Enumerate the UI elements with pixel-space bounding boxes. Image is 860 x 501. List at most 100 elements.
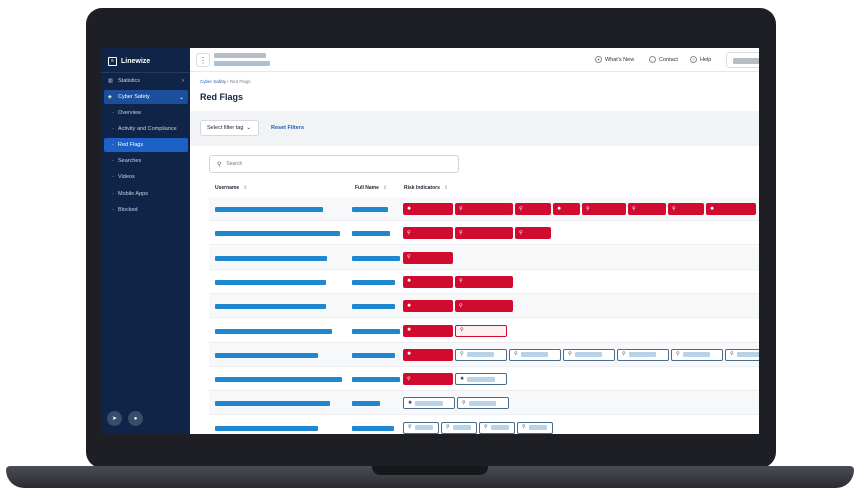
redacted-indicator-label — [415, 400, 443, 406]
send-button[interactable]: ➤ — [107, 411, 122, 426]
table-row[interactable]: ✹⚲⚲⚲⚲⚲⚲✹ — [209, 342, 759, 367]
risk-indicator-chip[interactable]: ⚲ — [725, 348, 759, 361]
help-link[interactable]: ? Help — [690, 56, 711, 63]
filter-tag-select[interactable]: Select filter tag ⌄ — [200, 120, 259, 136]
sidebar-subitem-mobile-apps[interactable]: · Mobile Apps — [104, 187, 188, 201]
search-input[interactable]: Search — [226, 161, 243, 167]
redacted-username[interactable] — [215, 207, 323, 212]
table-row[interactable]: ⚲ ⚲ ⚲ — [209, 221, 759, 246]
risk-indicator-chip[interactable]: ⚲ — [403, 251, 453, 264]
search-field[interactable]: ⚲ Search — [209, 155, 459, 173]
breadcrumb-separator: / — [227, 79, 229, 84]
sort-icon: ⇕ — [443, 185, 449, 191]
table-row[interactable]: ✹ ⚲ — [209, 270, 759, 294]
redacted-full-name — [352, 279, 395, 285]
table-row[interactable]: ⚲ — [209, 245, 759, 270]
risk-indicator-chip[interactable]: ⚲ — [455, 203, 513, 215]
risk-indicator-chip[interactable]: ⚲ — [455, 227, 513, 240]
risk-indicator-chip[interactable]: ✹ — [403, 275, 453, 288]
risk-indicator-chip[interactable]: ⚲ — [403, 227, 453, 240]
breadcrumb-cyber-safety[interactable]: Cyber Safety — [200, 79, 227, 84]
redacted-username[interactable] — [215, 401, 330, 407]
risk-indicator-chip[interactable]: ⚲ — [479, 421, 515, 434]
risk-indicator-list: ✹ ⚲ — [403, 275, 759, 288]
redacted-username[interactable] — [215, 255, 327, 261]
risk-indicator-chip[interactable]: ⚲ — [515, 203, 551, 215]
redacted-indicator-label — [736, 352, 759, 358]
more-menu-button[interactable]: ⋮ — [196, 53, 210, 67]
risk-indicator-chip[interactable]: ✹ — [403, 348, 453, 361]
reset-filters-link[interactable]: Reset Filters — [271, 125, 305, 131]
chevron-right-icon: › — [182, 78, 184, 84]
breadcrumb-current: Red Flags — [229, 79, 251, 84]
sidebar-item-cyber-safety[interactable]: ◈ Cyber Safety ⌄ — [104, 90, 188, 104]
risk-indicator-chip[interactable]: ⚲ — [563, 348, 615, 361]
table-row[interactable]: ✹ ⚲ — [209, 319, 759, 343]
redacted-username[interactable] — [215, 377, 342, 383]
user-menu[interactable] — [726, 52, 759, 68]
redacted-username[interactable] — [215, 279, 326, 285]
search-icon: ⚲ — [676, 351, 680, 358]
table-row[interactable]: ✹ ⚲ ⚲ ✹ ⚲ ⚲ ⚲ ✹ — [209, 197, 759, 221]
redacted-username[interactable] — [215, 231, 340, 237]
redacted-username[interactable] — [215, 352, 318, 358]
risk-indicator-chip[interactable]: ⚲ — [455, 275, 513, 288]
chevron-down-icon: ⌄ — [178, 94, 184, 101]
laptop-base — [6, 466, 854, 488]
sidebar-subitem-blocked[interactable]: · Blocked — [104, 203, 188, 217]
risk-indicator-chip[interactable]: ⚲ — [515, 227, 551, 240]
risk-indicator-chip[interactable]: ✹ — [706, 203, 756, 215]
sidebar-subitem-label: Searches — [118, 158, 142, 164]
sidebar-subitem-activity-compliance[interactable]: · Activity and Compliance — [104, 122, 188, 136]
sidebar-item-statistics[interactable]: ▥ Statistics › — [104, 74, 188, 88]
risk-indicator-chip[interactable]: ✹ — [403, 324, 453, 337]
risk-indicator-chip[interactable]: ⚲ — [403, 421, 439, 434]
redacted-username[interactable] — [215, 328, 332, 334]
table-row[interactable]: ⚲ ✹ — [209, 367, 759, 392]
risk-indicator-chip[interactable]: ✹ — [403, 203, 453, 215]
risk-indicator-chip[interactable]: ✹ — [403, 397, 455, 410]
search-icon: ⚲ — [407, 254, 411, 261]
sort-icon: ⇕ — [243, 185, 248, 191]
redacted-indicator-label — [528, 425, 547, 431]
table-row[interactable]: ✹ ⚲ — [209, 294, 759, 319]
risk-indicator-chip[interactable]: ✹ — [455, 373, 507, 386]
risk-indicator-chip[interactable]: ⚲ — [403, 373, 453, 386]
risk-indicator-chip[interactable]: ⚲ — [509, 348, 561, 361]
risk-indicator-chip[interactable]: ⚲ — [628, 203, 666, 215]
bullet-icon: · — [112, 110, 114, 116]
table-row[interactable]: ✹ ⚲ — [209, 391, 759, 416]
risk-indicator-chip[interactable]: ✹ — [553, 203, 580, 215]
risk-indicator-chip[interactable]: ⚲ — [455, 348, 507, 361]
risk-indicator-chip[interactable]: ⚲ — [455, 324, 507, 337]
risk-indicator-chip[interactable]: ⚲ — [671, 348, 723, 361]
risk-indicator-chip[interactable]: ⚲ — [668, 203, 704, 215]
risk-indicator-chip[interactable]: ⚲ — [455, 300, 513, 313]
redacted-user-name — [733, 58, 759, 64]
risk-indicator-chip[interactable]: ⚲ — [517, 421, 553, 434]
sidebar-divider — [101, 72, 190, 73]
brand[interactable]: ≡ Linewize — [108, 55, 150, 67]
whats-new-link[interactable]: ✦ What's New — [595, 56, 634, 63]
redacted-username[interactable] — [215, 304, 326, 310]
table-row[interactable]: ⚲ ⚲ ⚲ ⚲ — [209, 416, 759, 434]
risk-indicator-chip[interactable]: ⚲ — [441, 421, 477, 434]
profile-button[interactable]: ● — [128, 411, 143, 426]
column-header-username[interactable]: Username ⇕ — [215, 185, 247, 191]
sidebar-subitem-red-flags[interactable]: · Red Flags — [104, 138, 188, 152]
topbar: ⋮ ✦ What's New … Contact ? Help — [190, 48, 759, 72]
risk-indicator-chip[interactable]: ⚲ — [617, 348, 669, 361]
question-icon: ? — [690, 56, 697, 63]
column-header-risk-indicators[interactable]: Risk Indicators ⇕ — [404, 185, 448, 191]
sidebar-subitem-searches[interactable]: · Searches — [104, 154, 188, 168]
risk-indicator-list: ✹ ⚲ — [403, 397, 759, 410]
risk-indicator-chip[interactable]: ✹ — [403, 300, 453, 313]
risk-indicator-chip[interactable]: ⚲ — [457, 397, 509, 410]
column-header-full-name[interactable]: Full Name ⇕ — [355, 185, 387, 191]
sidebar-subitem-videos[interactable]: · Videos — [104, 170, 188, 184]
sparkle-icon: ✦ — [595, 56, 602, 63]
risk-indicator-chip[interactable]: ⚲ — [582, 203, 626, 215]
sidebar-subitem-overview[interactable]: · Overview — [104, 106, 188, 120]
redacted-username[interactable] — [215, 425, 318, 431]
contact-link[interactable]: … Contact — [649, 56, 678, 63]
